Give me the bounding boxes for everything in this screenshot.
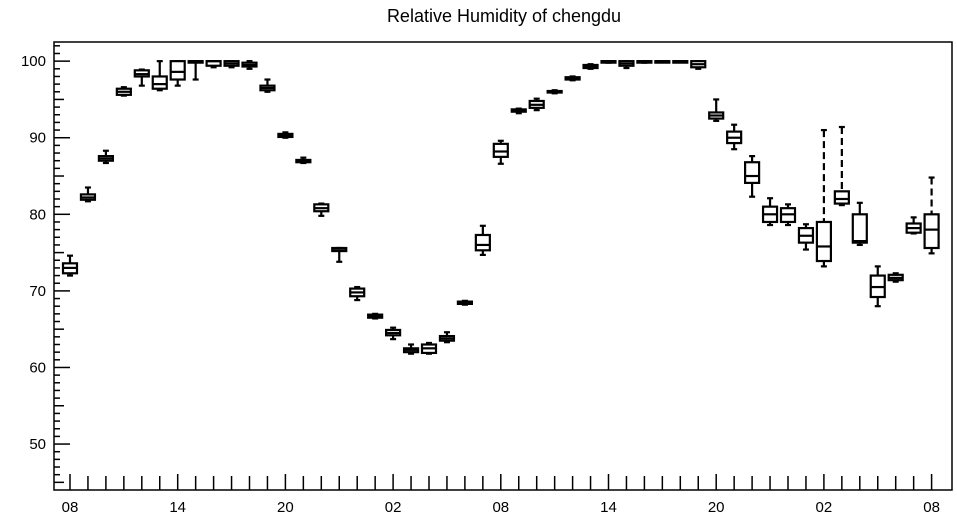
box-plot-hour-21 bbox=[438, 331, 456, 344]
box-plot-hour-1 bbox=[79, 186, 97, 203]
y-tick-label: 50 bbox=[29, 436, 46, 453]
box-plot-hour-35 bbox=[690, 60, 707, 70]
box-plot-hour-6 bbox=[169, 60, 186, 87]
box-plot-hour-8 bbox=[205, 60, 222, 69]
iqr-box bbox=[923, 213, 940, 250]
box-plot-hour-39 bbox=[761, 197, 779, 227]
x-tick-label: 08 bbox=[492, 499, 509, 516]
box-plot-hour-22 bbox=[456, 299, 473, 306]
box-plot-hour-41 bbox=[797, 223, 815, 251]
x-tick-label: 20 bbox=[277, 499, 294, 516]
iqr-box bbox=[169, 60, 186, 81]
x-tick-label: 08 bbox=[62, 499, 79, 516]
box-plot-hour-31 bbox=[618, 60, 635, 70]
box-plot-hour-28 bbox=[564, 75, 581, 82]
box-plot-hour-18 bbox=[385, 326, 402, 341]
box-plot-hour-2 bbox=[97, 149, 115, 165]
box-plot-hour-4 bbox=[133, 68, 150, 87]
box-plot-hour-12 bbox=[277, 131, 294, 139]
box-plot-hour-20 bbox=[420, 341, 438, 355]
x-axis: 08 14 20 02 08 14 20 02 08 bbox=[62, 474, 940, 516]
box-plot-hour-42 bbox=[815, 128, 833, 268]
chart-title: Relative Humidity of chengdu bbox=[387, 6, 621, 26]
box-plot-hour-37 bbox=[726, 123, 743, 151]
box-plot-hour-43 bbox=[833, 125, 850, 207]
plot-frame bbox=[53, 41, 953, 491]
iqr-box bbox=[833, 190, 850, 205]
box-series bbox=[61, 60, 940, 355]
box-plot-hour-10 bbox=[241, 60, 258, 70]
box-plot-hour-3 bbox=[115, 86, 132, 97]
box-plot-hour-5 bbox=[151, 60, 168, 92]
box-plot-hour-32 bbox=[636, 60, 653, 64]
box-plot-hour-46 bbox=[887, 272, 904, 283]
iqr-box bbox=[492, 142, 509, 158]
iqr-box bbox=[151, 75, 168, 90]
box-plot-hour-19 bbox=[402, 343, 420, 355]
box-plot-hour-7 bbox=[187, 60, 204, 81]
box-plot-hour-30 bbox=[600, 60, 617, 64]
y-tick-label: 60 bbox=[29, 359, 46, 376]
box-plot-hour-25 bbox=[510, 107, 527, 115]
box-plot-hour-17 bbox=[367, 312, 384, 320]
box-plot-hour-33 bbox=[654, 60, 671, 64]
box-plot-hour-40 bbox=[779, 203, 797, 227]
box-plot-hour-14 bbox=[313, 202, 330, 217]
iqr-box bbox=[474, 233, 491, 252]
box-plot-hour-27 bbox=[546, 89, 563, 95]
box-plot-hour-11 bbox=[259, 78, 276, 93]
iqr-box bbox=[851, 213, 868, 244]
box-plot-hour-47 bbox=[905, 216, 922, 235]
iqr-box bbox=[743, 161, 761, 185]
x-tick-label: 20 bbox=[708, 499, 725, 516]
box-plot-hour-9 bbox=[223, 60, 240, 69]
x-tick-label: 08 bbox=[923, 499, 940, 516]
box-plot-hour-15 bbox=[331, 246, 348, 263]
box-plot-hour-26 bbox=[528, 97, 545, 112]
box-plot-hour-34 bbox=[672, 60, 689, 64]
y-tick-label: 100 bbox=[21, 53, 46, 70]
iqr-box bbox=[815, 220, 833, 263]
box-plot-hour-24 bbox=[492, 139, 509, 165]
x-tick-label: 14 bbox=[600, 499, 617, 516]
box-plot-hour-45 bbox=[869, 265, 886, 308]
y-tick-label: 90 bbox=[29, 130, 46, 147]
box-plot-hour-44 bbox=[851, 201, 868, 247]
box-plot-hour-48 bbox=[923, 176, 940, 255]
box-plot-hour-16 bbox=[349, 285, 366, 302]
y-tick-label: 80 bbox=[29, 206, 46, 223]
box-plot-hour-13 bbox=[295, 156, 312, 165]
box-plot-hour-36 bbox=[708, 98, 725, 122]
box-plot-hour-23 bbox=[474, 224, 491, 256]
y-axis: 50 60 70 80 90 100 bbox=[21, 45, 70, 484]
box-plot-hour-38 bbox=[743, 155, 761, 198]
x-tick-label: 02 bbox=[385, 499, 402, 516]
box-plot-hour-0 bbox=[61, 254, 79, 277]
x-tick-label: 02 bbox=[816, 499, 833, 516]
y-tick-label: 70 bbox=[29, 283, 46, 300]
x-tick-label: 14 bbox=[169, 499, 186, 516]
box-plot-hour-29 bbox=[582, 63, 599, 70]
